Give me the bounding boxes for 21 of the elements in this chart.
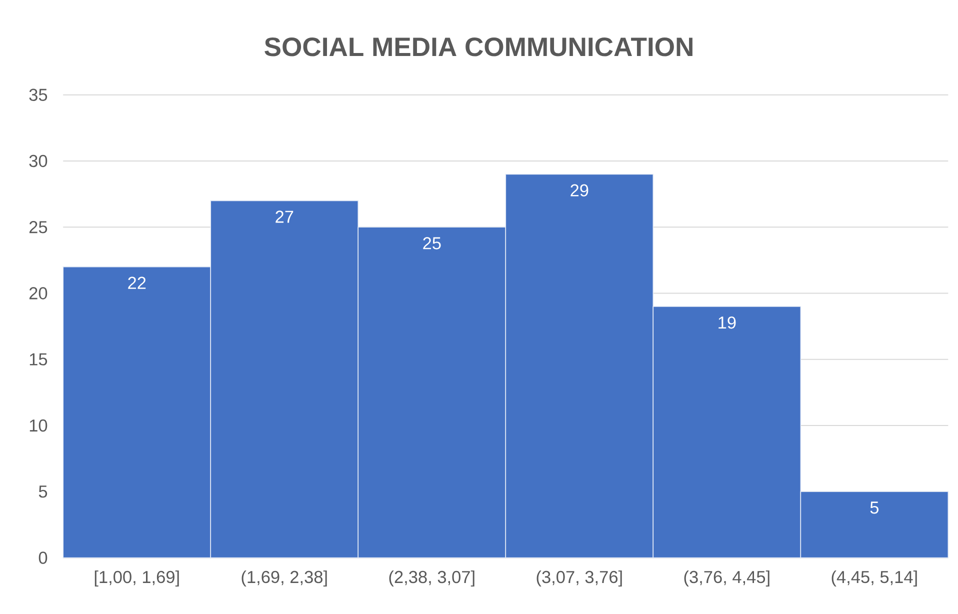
y-tick-label: 10 <box>30 419 48 432</box>
data-label: 5 <box>870 502 878 514</box>
x-tick-label: (2,38, 3,07] <box>389 570 474 586</box>
data-label: 22 <box>128 276 146 289</box>
x-tick-label: (4,45, 5,14] <box>832 570 917 586</box>
data-label: 29 <box>570 184 588 196</box>
data-label: 19 <box>718 316 736 329</box>
y-tick-label: 30 <box>29 154 48 168</box>
chart-title: SOCIAL MEDIA COMMUNICATION <box>264 37 692 56</box>
data-label: 25 <box>423 237 441 250</box>
y-tick-label: 35 <box>29 88 48 101</box>
y-tick-label: 20 <box>29 287 48 300</box>
y-tick-label: 15 <box>30 353 48 366</box>
y-tick-label: 5 <box>38 486 48 498</box>
x-tick-label: (1,69, 2,38] <box>242 570 327 586</box>
x-tick-label: (3,76, 4,45] <box>684 570 770 586</box>
y-tick-label: 0 <box>38 552 48 564</box>
x-tick-label: (3,07, 3,76] <box>536 570 622 586</box>
y-tick-label: 25 <box>29 220 48 234</box>
data-label: 27 <box>276 210 294 223</box>
x-tick-label: [1,00, 1,69] <box>94 570 179 586</box>
